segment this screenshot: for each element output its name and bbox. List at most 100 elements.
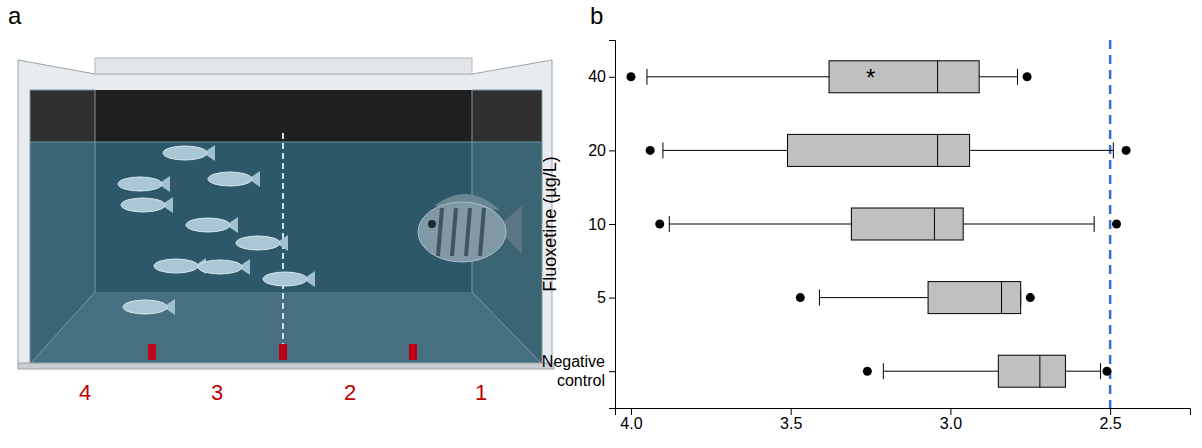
fish — [123, 299, 175, 315]
y-axis-title: Fluoxetine (µg/L) — [540, 156, 560, 291]
y-tick: 5 — [597, 289, 615, 306]
zone-marker — [279, 344, 287, 360]
outlier — [626, 72, 635, 81]
box — [998, 355, 1065, 387]
whisker-high — [669, 224, 851, 225]
y-tick-label: Negativecontrol — [542, 353, 605, 389]
zone-label: 4 — [79, 380, 91, 405]
fish-body — [163, 146, 207, 160]
x-tick: 3.0 — [940, 408, 962, 432]
x-tick: 4.0 — [620, 408, 642, 432]
x-tick-mark — [950, 408, 951, 415]
fish-body — [118, 177, 162, 191]
whisker-cap-high — [819, 290, 820, 306]
outlier — [646, 146, 655, 155]
x-tick-mark — [791, 408, 792, 415]
whisker-low — [979, 76, 1017, 77]
predator-stripe — [438, 208, 442, 256]
fish-body — [198, 260, 242, 274]
x-tick: 2.5 — [1100, 408, 1122, 432]
whisker-high — [647, 76, 829, 77]
fish — [118, 176, 170, 192]
outlier — [1112, 220, 1121, 229]
y-tick: 20 — [588, 142, 615, 159]
fish-body — [186, 218, 230, 232]
plot-marks — [626, 40, 1130, 408]
tank-glass — [18, 60, 552, 365]
outlier — [863, 367, 872, 376]
fish-body — [154, 259, 198, 273]
annotation: * — [866, 64, 875, 91]
whisker-cap-high — [669, 216, 670, 232]
panel-letter: a — [8, 2, 22, 29]
reference-line — [1109, 40, 1112, 408]
x-axis-line — [616, 409, 1191, 416]
outlier — [655, 220, 664, 229]
tank-right-wall — [472, 90, 542, 364]
zone-label: 2 — [344, 380, 356, 405]
zone-label: 3 — [211, 380, 223, 405]
y-tick-mark — [609, 371, 615, 372]
tank-water — [30, 142, 542, 364]
box — [851, 208, 963, 240]
outlier — [1102, 367, 1111, 376]
fish-body — [263, 272, 307, 286]
figure: a4321b*4.03.53.02.54020105Negativecontro… — [0, 0, 1202, 448]
outlier — [1122, 146, 1131, 155]
fish — [198, 259, 250, 275]
panel-a: a 4 3 2 1 — [8, 2, 554, 405]
x-tick-label: 3.5 — [780, 415, 802, 432]
y-tick: Negativecontrol — [542, 353, 615, 389]
whisker-low — [963, 224, 1094, 225]
predator-eye — [428, 220, 436, 228]
y-tick: 10 — [588, 216, 615, 233]
fish — [121, 197, 173, 213]
whisker-cap-high — [662, 142, 663, 158]
x-tick-label: 2.5 — [1100, 415, 1122, 432]
median — [937, 61, 938, 93]
outlier — [796, 293, 805, 302]
x-axis: 4.0 3.5 3.0 2.5 — [616, 408, 1191, 432]
whisker-cap-low — [1113, 142, 1114, 158]
fish-body — [123, 300, 167, 314]
whisker-high — [819, 297, 928, 298]
outlier — [1023, 72, 1032, 81]
whisker-low — [970, 150, 1114, 151]
tank-dark-band — [30, 90, 542, 142]
median — [1001, 282, 1002, 314]
whisker-cap-low — [1100, 363, 1101, 379]
whisker-cap-low — [1094, 216, 1095, 232]
zone-label: 1 — [475, 380, 487, 405]
water-surface — [30, 142, 542, 143]
y-tick-mark — [609, 77, 615, 78]
box — [829, 61, 979, 93]
predator-stripe — [466, 208, 470, 256]
predator-stripe — [480, 208, 484, 256]
y-tick-mark — [609, 298, 615, 299]
x-tick: 3.5 — [780, 408, 802, 432]
median — [937, 134, 938, 166]
y-axis-line — [609, 41, 616, 409]
outlier — [1026, 293, 1035, 302]
fish — [208, 171, 260, 187]
y-tick-label: 20 — [588, 142, 606, 159]
whisker-high — [663, 150, 788, 151]
y-tick-label: 5 — [597, 289, 606, 306]
box — [928, 282, 1021, 314]
fish — [186, 217, 238, 233]
fish-body — [121, 198, 165, 212]
y-tick-mark — [609, 224, 615, 225]
y-tick-mark — [609, 150, 615, 151]
fish — [163, 145, 215, 161]
fish-body — [208, 172, 252, 186]
x-tick-label: 3.0 — [940, 415, 962, 432]
predator-stripe — [452, 208, 456, 256]
fish — [263, 271, 315, 287]
x-tick-mark — [631, 408, 632, 415]
tank-floor — [30, 292, 542, 364]
predator-fish — [418, 194, 522, 262]
predator-body — [418, 202, 506, 262]
y-tick-label: 40 — [588, 68, 606, 85]
whisker-high — [883, 371, 998, 372]
tank-rim — [95, 58, 472, 74]
